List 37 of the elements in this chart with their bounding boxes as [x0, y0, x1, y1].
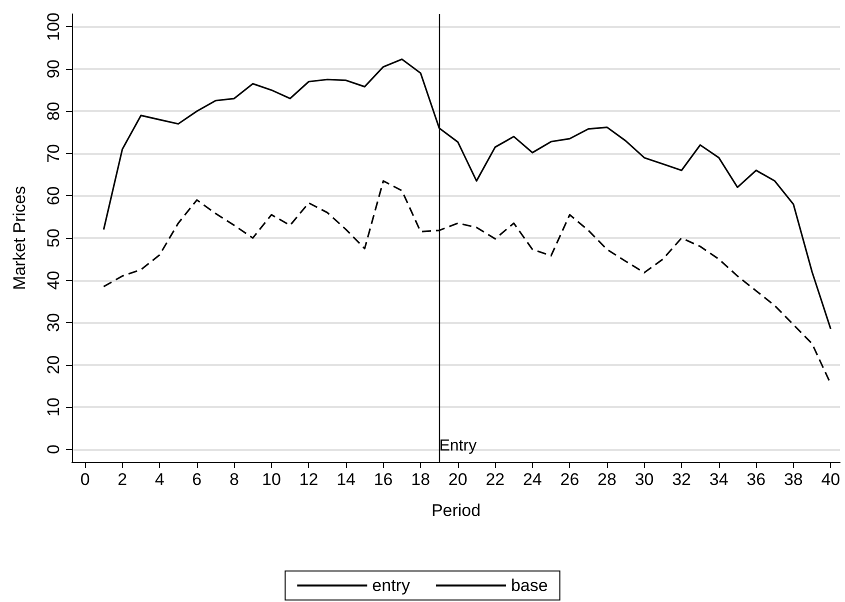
ref-line-label: Entry: [439, 438, 477, 454]
y-tick-label: 0: [44, 444, 63, 454]
y-tick-label: 60: [44, 186, 63, 206]
x-tick-label: 20: [448, 470, 468, 489]
x-tick-label: 26: [560, 470, 580, 489]
y-tick-label: 30: [44, 313, 63, 332]
x-tick-label: 36: [746, 470, 766, 489]
x-tick-label: 6: [192, 470, 202, 489]
x-tick-label: 30: [634, 470, 654, 489]
x-tick-label: 28: [598, 470, 616, 489]
y-tick-label: 100: [44, 12, 63, 41]
legend-label: base: [510, 576, 548, 595]
y-tick-label: 20: [44, 355, 63, 374]
x-axis-title: Period: [431, 501, 481, 520]
x-tick-label: 4: [154, 470, 164, 489]
y-axis-title: Market Prices: [10, 186, 29, 290]
y-tick-label: 40: [44, 270, 63, 290]
x-tick-label: 24: [522, 470, 542, 489]
x-tick-label: 10: [262, 470, 281, 489]
x-tick-label: 32: [672, 470, 692, 489]
x-tick-label: 16: [374, 470, 393, 489]
x-tick-label: 12: [299, 470, 318, 489]
x-tick-label: 22: [486, 470, 505, 489]
x-tick-label: 8: [229, 470, 239, 489]
y-tick-label: 90: [44, 59, 63, 78]
x-tick-label: 40: [821, 470, 840, 489]
legend-label: entry: [372, 576, 410, 595]
y-tick-label: 70: [44, 144, 63, 163]
x-tick-label: 14: [336, 470, 356, 489]
x-tick-label: 18: [411, 470, 430, 489]
x-tick-label: 34: [709, 470, 728, 489]
x-tick-label: 38: [784, 470, 803, 489]
x-tick-label: 2: [118, 470, 128, 489]
x-tick-label: 0: [80, 470, 90, 489]
y-tick-label: 10: [44, 398, 63, 417]
y-tick-label: 50: [44, 228, 63, 248]
y-tick-label: 80: [44, 102, 63, 121]
